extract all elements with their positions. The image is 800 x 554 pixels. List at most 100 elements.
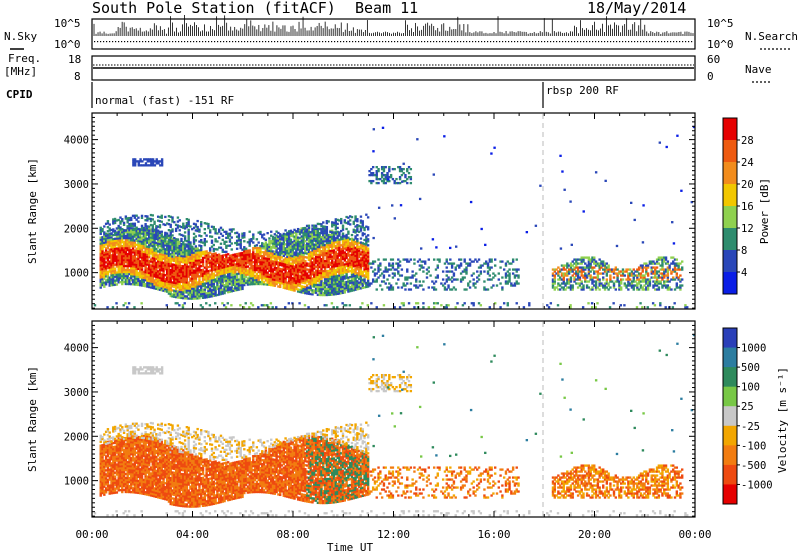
power-cell: [198, 253, 201, 256]
power-cell: [205, 268, 208, 271]
power-cell: [241, 281, 244, 285]
power-cell: [273, 240, 277, 243]
power-cell: [329, 239, 332, 243]
power-cell: [106, 266, 110, 270]
power-cell: [291, 284, 294, 288]
power-cell: [178, 294, 181, 297]
power-cell: [146, 251, 149, 254]
power-cell: [334, 218, 338, 221]
power-cell: [323, 267, 327, 271]
power-cell: [162, 275, 165, 278]
power-cell: [309, 278, 312, 282]
power-cell: [180, 286, 183, 290]
power-cell: [298, 256, 302, 260]
power-cell: [248, 273, 251, 276]
power-cell: [151, 256, 154, 260]
nsearch-point: [352, 41, 354, 43]
power-cell: [320, 293, 323, 297]
power-cell: [153, 241, 156, 244]
power-cell: [167, 238, 171, 241]
power-cell: [255, 276, 259, 280]
power-cell: [151, 266, 154, 270]
power-cell: [156, 258, 160, 261]
power-cell: [359, 263, 363, 266]
power-cell: [124, 242, 128, 246]
power-cell: [311, 271, 314, 274]
power-cell: [270, 275, 273, 279]
power-cell: [316, 285, 320, 289]
power-cell: [329, 269, 332, 272]
power-cell: [130, 224, 133, 228]
power-cell: [124, 252, 128, 256]
power-cell: [298, 282, 302, 286]
power-cell: [348, 223, 352, 226]
power-cell: [214, 280, 217, 283]
power-cell: [366, 285, 370, 288]
power-cell: [178, 233, 181, 236]
power-cell: [139, 234, 142, 237]
power-cell: [144, 283, 147, 286]
power-cell: [149, 278, 153, 281]
power-cell: [126, 240, 129, 244]
power-cell: [302, 291, 305, 294]
power-cell: [158, 270, 162, 273]
power-cell: [314, 239, 318, 243]
power-cell: [146, 275, 149, 278]
power-cell: [135, 281, 138, 284]
power-cell: [305, 274, 309, 277]
power-cell: [106, 240, 110, 244]
power-cell: [250, 263, 253, 266]
power-cell: [160, 255, 163, 258]
power-cell: [156, 236, 160, 239]
power-cell: [273, 276, 277, 279]
power-cell: [133, 253, 137, 256]
power-cell: [314, 269, 318, 272]
power-cell: [295, 255, 298, 259]
power-cell: [185, 259, 189, 262]
power-cell: [178, 219, 181, 222]
power-cell: [250, 237, 253, 241]
power-cell: [108, 240, 111, 243]
power-cell: [169, 270, 172, 274]
power-cell: [173, 259, 176, 263]
power-cell: [192, 257, 196, 260]
power-cell: [314, 277, 318, 280]
power-cell: [357, 277, 361, 280]
power-cell: [189, 265, 192, 268]
power-cell: [340, 282, 343, 285]
nsearch-point: [325, 41, 327, 43]
nsearch-point: [172, 41, 174, 43]
power-cell: [121, 231, 124, 234]
power-cell: [205, 286, 208, 289]
power-cell: [370, 181, 373, 185]
power-cell: [198, 251, 201, 254]
power-cell: [158, 288, 162, 291]
power-cell: [210, 281, 214, 284]
power-cell: [171, 234, 174, 237]
power-cell: [198, 283, 201, 286]
power-cell: [345, 270, 348, 274]
nsearch-point: [676, 41, 678, 43]
power-cell: [424, 262, 427, 265]
power-cell: [133, 275, 137, 278]
power-cell: [187, 283, 190, 286]
power-cell: [343, 251, 347, 254]
power-cell: [304, 230, 307, 233]
power-cell: [347, 282, 350, 285]
power-cell: [207, 295, 210, 299]
nsearch-point: [385, 41, 387, 43]
power-cell: [273, 284, 277, 287]
power-cell: [117, 273, 120, 276]
power-cell: [259, 280, 262, 284]
power-cell: [201, 262, 205, 266]
power-cell: [334, 245, 338, 248]
power-cell: [214, 264, 217, 267]
power-cell: [253, 276, 257, 280]
power-cell: [338, 250, 341, 253]
power-cell: [338, 242, 341, 245]
power-cell: [216, 265, 219, 269]
power-cell: [340, 292, 343, 295]
power-cell: [293, 285, 296, 288]
power-cell: [398, 264, 402, 267]
power-cell: [155, 233, 158, 237]
